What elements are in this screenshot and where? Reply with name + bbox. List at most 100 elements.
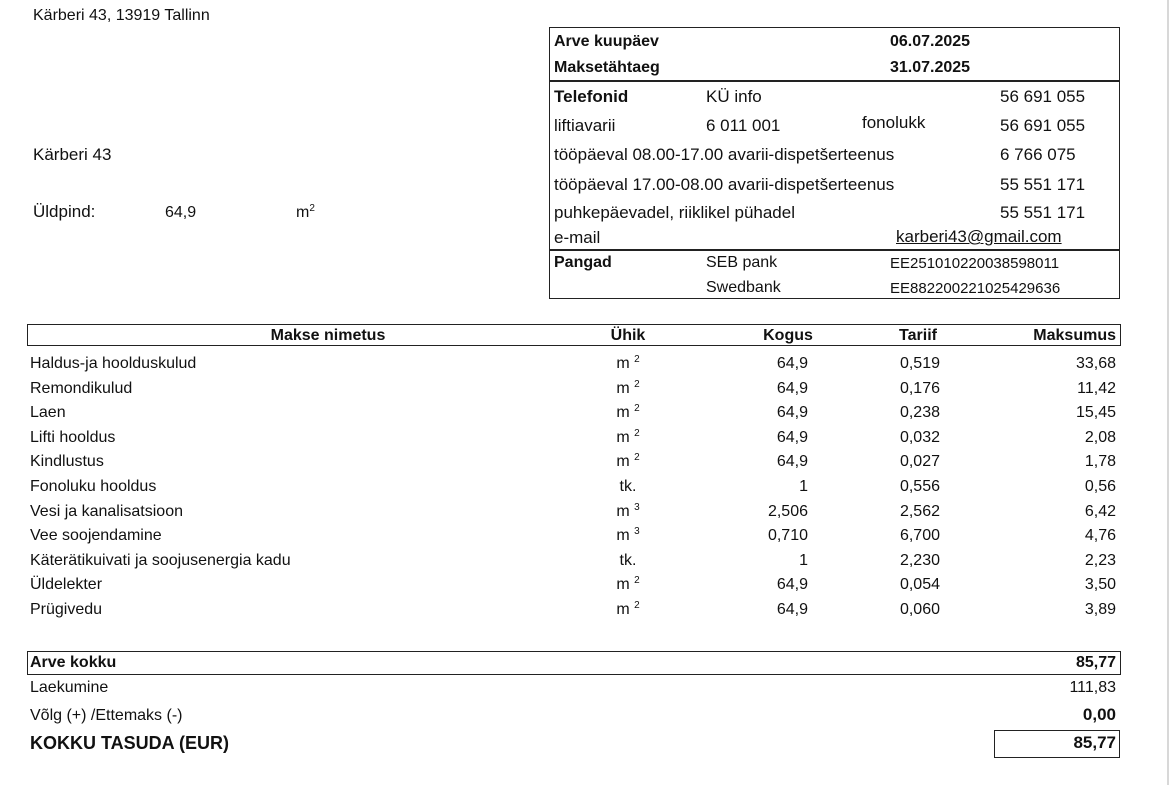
- table-row: Üldelekter m 2 64,9 0,054 3,50: [28, 574, 1120, 596]
- to-pay-label: KOKKU TASUDA (EUR): [30, 733, 229, 753]
- item-name: Haldus-ja hoolduskulud: [30, 355, 197, 372]
- table-row: Lifti hooldus m 2 64,9 0,032 2,08: [28, 427, 1120, 449]
- due-date: 31.07.2025: [890, 59, 971, 76]
- building-name: Kärberi 43: [33, 145, 112, 164]
- address: Kärberi 43, 13919 Tallinn: [33, 7, 210, 24]
- to-pay-box: [994, 730, 1120, 758]
- item-name: Remondikulud: [30, 379, 133, 397]
- table-row: Remondikulud m 2 64,9 0,176 11,42: [28, 378, 1120, 400]
- page-edge: [1167, 0, 1169, 785]
- item-unit: m 2: [616, 378, 640, 397]
- item-unit: m 3: [616, 501, 640, 520]
- item-name: Kindlustus: [30, 453, 104, 471]
- header-cost: Maksumus: [1033, 327, 1116, 344]
- item-qty: 64,9: [776, 379, 808, 397]
- table-row: Kindlustus m 2 64,9 0,027 1,78: [28, 451, 1120, 473]
- debt: 0,00: [1082, 705, 1116, 724]
- phones-label: Telefonid: [554, 87, 629, 106]
- item-name: Vee soojendamine: [30, 527, 162, 545]
- area-unit: m2: [296, 203, 315, 222]
- item-name: Lifti hooldus: [30, 428, 116, 446]
- day-dispatch-label: tööpäeval 08.00-17.00 avarii-dispetšerte…: [554, 145, 895, 164]
- item-cost: 0,56: [1084, 478, 1116, 495]
- night-dispatch-label: tööpäeval 17.00-08.00 avarii-dispetšerte…: [554, 175, 895, 194]
- item-qty: 64,9: [776, 428, 808, 446]
- due-date-label: Maksetähtaeg: [554, 59, 660, 76]
- item-cost: 1,78: [1084, 453, 1116, 471]
- table-header: [27, 324, 1121, 346]
- item-cost: 15,45: [1075, 404, 1116, 422]
- table-row: Käterätikuivati ja soojusenergia kadu tk…: [28, 550, 1120, 572]
- item-unit: m 2: [616, 575, 640, 594]
- table-row: Haldus-ja hoolduskulud m 2 64,9 0,519 33…: [28, 353, 1120, 375]
- item-unit: m 2: [616, 452, 640, 471]
- invoice-total-row: [27, 651, 1121, 675]
- email-link[interactable]: karberi43@gmail.com: [896, 227, 1062, 246]
- invoice-date: 06.07.2025: [890, 33, 971, 50]
- header-unit: Ühik: [610, 327, 646, 344]
- item-qty: 1: [799, 551, 808, 569]
- item-cost: 3,50: [1084, 576, 1116, 594]
- divider: [549, 80, 1120, 82]
- item-rate: 2,562: [899, 502, 940, 520]
- item-qty: 2,506: [767, 502, 808, 520]
- invoice-total-label: Arve kokku: [30, 654, 117, 671]
- item-qty: 0,710: [767, 527, 808, 545]
- lift-label: liftiavarii: [554, 116, 616, 135]
- ku-info-label: KÜ info: [706, 87, 762, 106]
- item-name: Käterätikuivati ja soojusenergia kadu: [30, 551, 291, 569]
- header-rate: Tariif: [899, 327, 937, 344]
- item-unit: m 2: [616, 600, 640, 619]
- header-qty: Kogus: [763, 327, 813, 344]
- item-cost: 4,76: [1084, 527, 1116, 545]
- info-box: [549, 27, 1120, 299]
- item-rate: 0,176: [899, 379, 940, 397]
- header-name: Makse nimetus: [270, 327, 386, 344]
- day-dispatch-phone: 6 766 075: [1000, 145, 1076, 164]
- table-row: Laen m 2 64,9 0,238 15,45: [28, 402, 1120, 424]
- item-rate: 0,027: [899, 453, 940, 471]
- item-name: Fonoluku hooldus: [30, 478, 157, 495]
- debt-label: Võlg (+) /Ettemaks (-): [30, 707, 183, 724]
- table-row: Prügivedu m 2 64,9 0,060 3,89: [28, 599, 1120, 621]
- item-rate: 0,032: [899, 428, 940, 446]
- table-row: Vesi ja kanalisatsioon m 3 2,506 2,562 6…: [28, 501, 1120, 523]
- item-qty: 64,9: [776, 404, 808, 422]
- item-name: Laen: [30, 404, 66, 422]
- received-label: Laekumine: [30, 679, 109, 696]
- divider: [549, 249, 1120, 251]
- item-name: Prügivedu: [30, 601, 103, 618]
- item-rate: 0,519: [899, 355, 940, 372]
- item-rate: 6,700: [899, 527, 940, 545]
- ku-info-phone: 56 691 055: [1000, 87, 1086, 106]
- item-qty: 64,9: [776, 453, 808, 471]
- item-cost: 2,23: [1084, 551, 1116, 569]
- invoice-total: 85,77: [1075, 654, 1116, 671]
- bank-name: SEB pank: [706, 254, 778, 271]
- item-unit: m 2: [616, 354, 640, 373]
- table-header-row: Makse nimetus Ühik Kogus Tariif Maksumus: [28, 325, 1120, 347]
- item-rate: 0,060: [899, 601, 940, 618]
- table-row: Vee soojendamine m 3 0,710 6,700 4,76: [28, 525, 1120, 547]
- bank-iban: EE251010220038598011: [890, 255, 1060, 272]
- item-rate: 0,238: [899, 404, 940, 422]
- lift-phone: 6 011 001: [706, 116, 781, 135]
- table-row: Fonoluku hooldus tk. 1 0,556 0,56: [28, 476, 1120, 498]
- banks-label: Pangad: [554, 254, 612, 271]
- item-qty: 64,9: [776, 576, 808, 594]
- item-unit: tk.: [619, 478, 637, 495]
- fonolukk-label: fonolukk: [862, 113, 926, 132]
- item-cost: 11,42: [1077, 379, 1116, 397]
- item-qty: 1: [799, 478, 808, 495]
- item-cost: 6,42: [1084, 502, 1116, 520]
- item-cost: 2,08: [1084, 428, 1116, 446]
- item-unit: m 2: [616, 427, 640, 446]
- area-value: 64,9: [165, 204, 197, 221]
- item-name: Üldelekter: [30, 576, 103, 594]
- bank-iban: EE882200221025429636: [890, 280, 1061, 297]
- item-qty: 64,9: [776, 355, 808, 372]
- to-pay: 85,77: [1073, 733, 1116, 752]
- received: 111,83: [1069, 679, 1116, 696]
- item-cost: 33,68: [1075, 355, 1116, 372]
- fonolukk-phone: 56 691 055: [1000, 116, 1086, 135]
